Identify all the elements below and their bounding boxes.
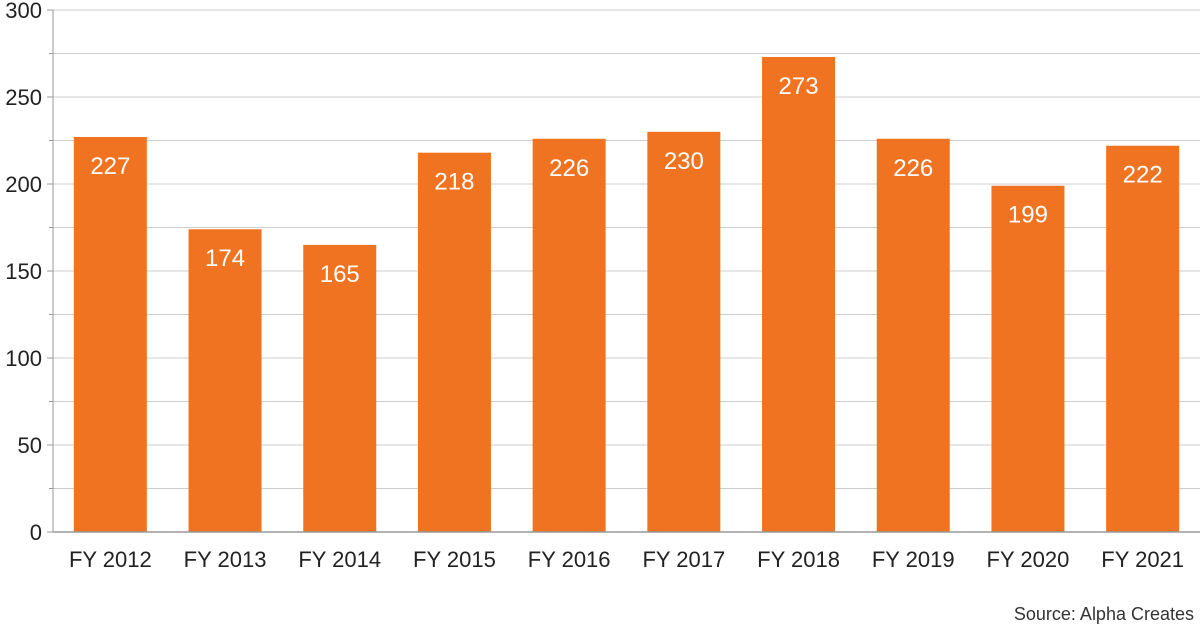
y-tick-label: 300 [5, 0, 42, 23]
x-tick-label: FY 2021 [1101, 547, 1184, 572]
x-tick-label: FY 2020 [987, 547, 1070, 572]
y-tick-label: 100 [5, 346, 42, 371]
data-label: 226 [549, 155, 589, 182]
bar-fy-2020 [991, 185, 1065, 533]
x-tick-label: FY 2017 [642, 547, 725, 572]
y-tick-label: 200 [5, 172, 42, 197]
bar-fy-2016 [532, 138, 606, 532]
x-tick-label: FY 2016 [528, 547, 611, 572]
bar-fy-2012 [73, 137, 147, 532]
data-label: 222 [1123, 162, 1163, 189]
bar-fy-2018 [762, 56, 836, 532]
source-note: Source: Alpha Creates [1013, 604, 1194, 624]
bar-fy-2019 [876, 138, 950, 532]
data-label: 199 [1008, 202, 1048, 229]
data-label: 174 [205, 245, 245, 272]
data-label: 226 [893, 155, 933, 182]
data-label: 230 [664, 148, 704, 175]
y-tick-label: 150 [5, 259, 42, 284]
y-tick-label: 50 [18, 433, 42, 458]
data-label: 165 [320, 261, 360, 288]
data-label: 227 [90, 153, 130, 180]
x-tick-label: FY 2018 [757, 547, 840, 572]
bar-fy-2015 [417, 152, 491, 532]
bar-fy-2014 [303, 244, 377, 532]
data-label: 218 [434, 169, 474, 196]
y-tick-label: 250 [5, 85, 42, 110]
bar-fy-2017 [647, 131, 721, 533]
x-tick-label: FY 2014 [298, 547, 381, 572]
bar-fy-2013 [188, 229, 262, 533]
y-tick-label: 0 [30, 520, 42, 545]
x-tick-label: FY 2012 [69, 547, 152, 572]
bar-fy-2021 [1106, 145, 1180, 532]
x-tick-label: FY 2013 [184, 547, 267, 572]
x-tick-label: FY 2019 [872, 547, 955, 572]
x-tick-label: FY 2015 [413, 547, 496, 572]
data-label: 273 [779, 73, 819, 100]
